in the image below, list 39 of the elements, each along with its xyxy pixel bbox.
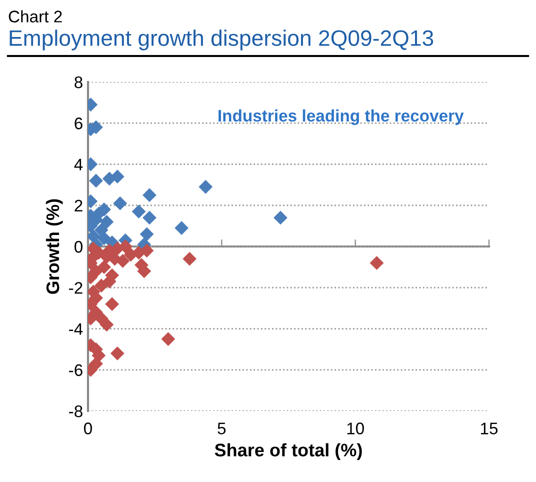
point <box>132 204 146 218</box>
point <box>97 231 111 246</box>
chart-title: Employment growth dispersion 2Q09-2Q13 <box>10 30 434 50</box>
point <box>142 210 156 225</box>
x-tick-label: 5 <box>218 422 226 434</box>
point <box>161 332 176 346</box>
point <box>140 227 154 242</box>
point <box>118 240 132 254</box>
point <box>110 170 124 184</box>
y-tick-label: -8 <box>69 405 82 418</box>
point <box>110 346 124 360</box>
point <box>370 256 384 270</box>
point <box>274 210 288 225</box>
y-tick-label: -6 <box>69 364 82 376</box>
y-tick-label: 0 <box>74 240 82 253</box>
y-tick-label: -2 <box>69 282 82 294</box>
x-tick-label: 10 <box>347 422 364 434</box>
point <box>142 188 156 202</box>
chart-subtitle: Chart 2 <box>8 10 62 22</box>
point <box>113 196 128 210</box>
y-axis-title: Growth (%) <box>46 199 63 294</box>
point <box>174 221 189 235</box>
point <box>182 252 197 266</box>
point <box>116 254 130 268</box>
point <box>198 180 213 194</box>
y-tick-label: -4 <box>69 323 83 335</box>
annotation: Industries leading the recovery <box>218 109 464 126</box>
y-tick-label: 2 <box>74 200 82 212</box>
x-tick-label: 15 <box>481 422 498 434</box>
point <box>97 260 111 274</box>
point <box>105 297 120 312</box>
x-axis-title: Share of total (%) <box>214 443 362 460</box>
y-tick-label: 4 <box>74 158 83 170</box>
y-tick-label: 8 <box>74 76 82 88</box>
y-tick-label: 6 <box>74 118 82 130</box>
point <box>100 214 114 229</box>
point <box>89 174 103 188</box>
point <box>132 246 146 260</box>
x-tick-label: 0 <box>84 422 92 434</box>
